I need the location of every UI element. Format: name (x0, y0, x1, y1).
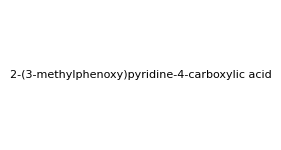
Text: 2-(3-methylphenoxy)pyridine-4-carboxylic acid: 2-(3-methylphenoxy)pyridine-4-carboxylic… (10, 70, 271, 80)
